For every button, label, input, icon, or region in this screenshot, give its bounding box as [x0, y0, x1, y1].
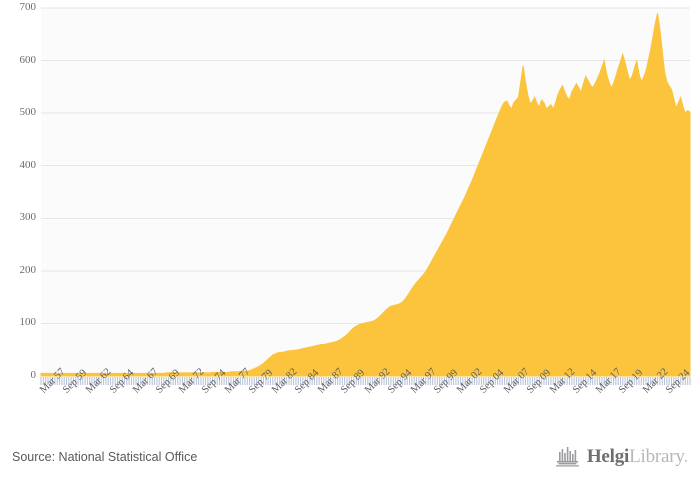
y-tick-label: 600 [19, 53, 37, 66]
x-tick-label: Mar 67 [130, 366, 161, 396]
x-axis-labels: Mar 57 Sep 59 Mar 62 Sep 64 Mar 67 Sep 69 Mar … [38, 366, 692, 396]
x-tick-label: Mar 07 [501, 366, 531, 396]
x-tick-label: Mar 92 [362, 366, 392, 396]
x-tick-label: Mar 12 [547, 366, 578, 396]
y-tick-label: 400 [19, 158, 37, 171]
y-tick-label: 500 [19, 106, 37, 119]
logo-secondary-text: Library [629, 446, 684, 467]
logo-suffix: . [683, 446, 688, 467]
library-building-icon [555, 447, 579, 467]
source-note: Source: National Statistical Office [12, 450, 198, 464]
x-tick-label: Mar 97 [408, 366, 439, 396]
helgi-library-logo[interactable]: HelgiLibrary. [555, 444, 688, 470]
x-tick-label: Mar 22 [640, 366, 671, 396]
x-tick-label: Mar 82 [269, 366, 300, 396]
chart-footer: Source: National Statistical Office Helg… [0, 430, 700, 483]
x-tick-label: Mar 57 [38, 366, 68, 396]
x-tick-label: Mar 72 [177, 366, 207, 396]
y-tick-label: 200 [19, 263, 37, 276]
x-tick-label: Mar 62 [84, 366, 114, 396]
y-tick-label: 700 [19, 1, 37, 13]
y-tick-label: 300 [19, 211, 37, 224]
y-tick-label: 100 [19, 316, 37, 329]
x-tick-label: Mar 17 [594, 366, 624, 396]
x-tick-label: Mar 02 [455, 366, 485, 396]
area-chart-svg [40, 7, 691, 385]
logo-primary-text: Helgi [586, 446, 630, 467]
series-area [40, 13, 691, 377]
axis-tick-marks [40, 377, 691, 385]
y-axis-labels: 0 100 200 300 400 500 600 700 [0, 0, 37, 430]
x-tick-label: Mar 87 [316, 366, 346, 396]
y-tick-label: 0 [30, 369, 37, 381]
x-tick-label: Mar 77 [223, 366, 253, 396]
logo-wordmark: HelgiLibrary. [587, 446, 688, 468]
chart-region: 0 100 200 300 400 500 600 700 Mar 57 Sep 59 Mar 6… [0, 0, 693, 430]
